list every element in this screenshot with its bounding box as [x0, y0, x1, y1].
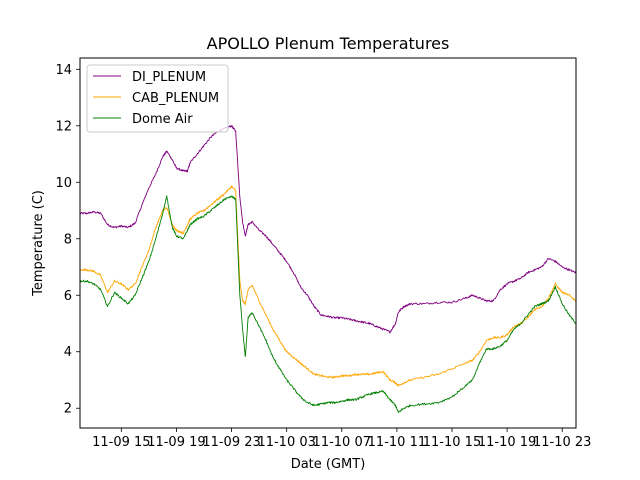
x-tick-label: 11-10 19: [478, 435, 536, 450]
y-tick-label: 10: [55, 176, 72, 191]
x-tick-label: 11-09 19: [147, 435, 205, 450]
x-axis-label: Date (GMT): [291, 457, 366, 472]
series-line-di-plenum: [80, 125, 576, 334]
legend-label: CAB_PLENUM: [132, 91, 219, 106]
y-axis: 2 4 6 8 10 12 14: [55, 63, 80, 417]
y-tick-label: 12: [55, 119, 72, 134]
y-tick-label: 4: [64, 345, 72, 360]
x-tick-label: 11-10 15: [423, 435, 481, 450]
y-tick-label: 8: [64, 232, 72, 247]
x-tick-label: 11-10 23: [533, 435, 591, 450]
legend: DI_PLENUM CAB_PLENUM Dome Air: [86, 64, 229, 133]
x-tick-label: 11-10 11: [368, 435, 426, 450]
chart-title: APOLLO Plenum Temperatures: [207, 34, 450, 53]
x-tick-label: 11-10 07: [313, 435, 371, 450]
legend-label: Dome Air: [132, 112, 193, 127]
y-axis-label: Temperature (C): [31, 190, 46, 297]
x-tick-label: 11-10 03: [257, 435, 315, 450]
y-tick-label: 2: [64, 402, 72, 417]
y-tick-label: 14: [55, 63, 72, 78]
x-tick-label: 11-09 23: [202, 435, 260, 450]
legend-items: DI_PLENUM CAB_PLENUM Dome Air: [93, 70, 219, 127]
x-tick-label: 11-09 15: [92, 435, 150, 450]
legend-box: [86, 64, 229, 133]
series-layer: [80, 125, 576, 413]
y-tick-label: 6: [64, 289, 72, 304]
legend-label: DI_PLENUM: [132, 70, 206, 85]
plot-frame: [79, 57, 577, 429]
series-line-dome-air: [80, 195, 576, 413]
